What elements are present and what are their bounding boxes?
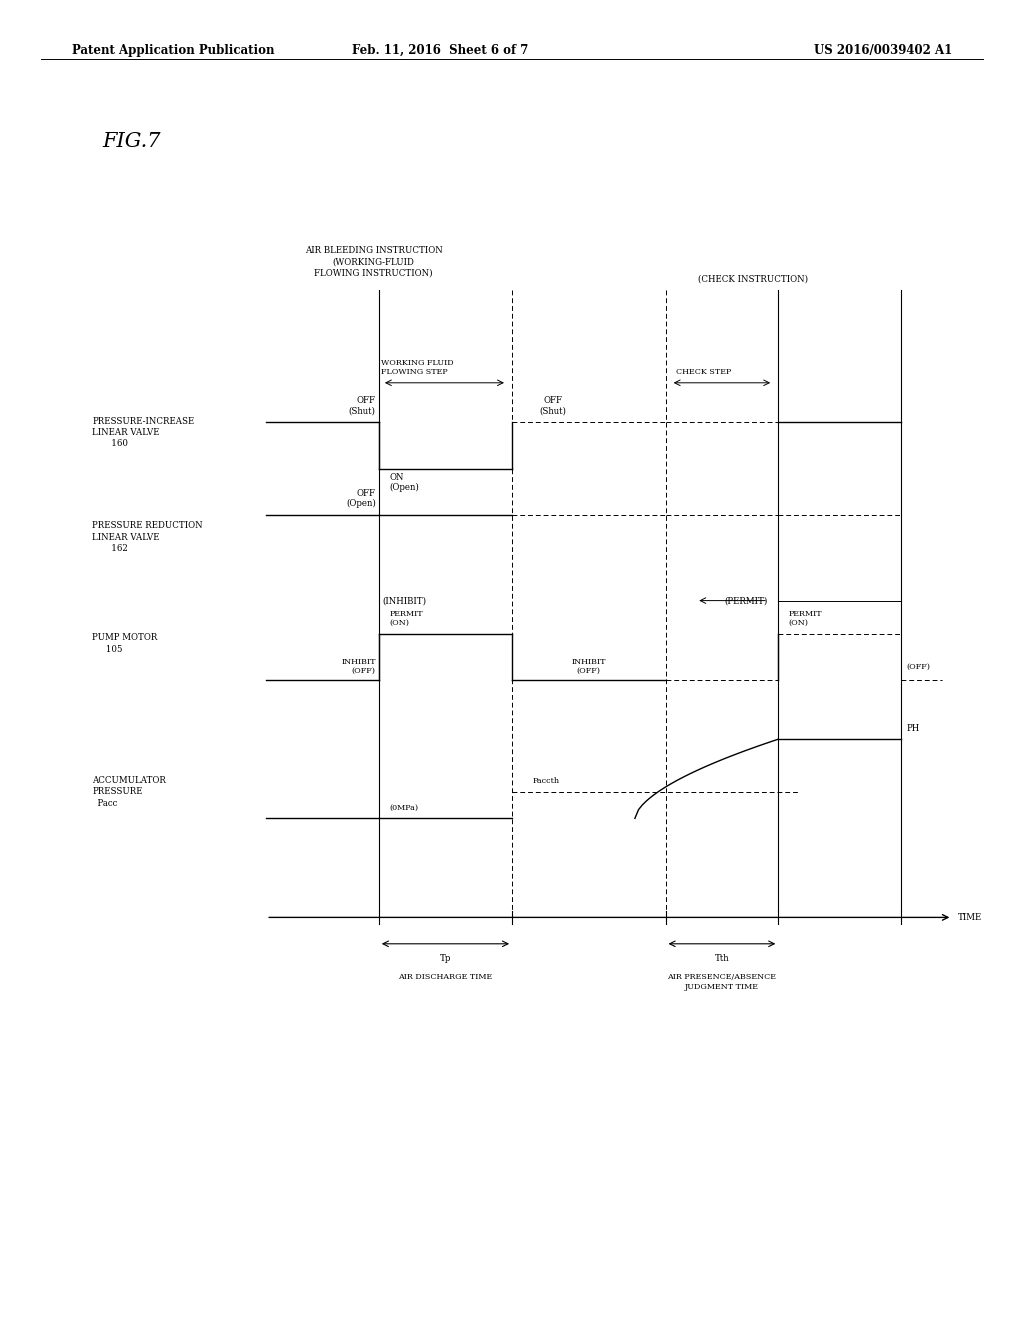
Text: (CHECK INSTRUCTION): (CHECK INSTRUCTION) [697, 275, 808, 284]
Text: PRESSURE-INCREASE
LINEAR VALVE
       160: PRESSURE-INCREASE LINEAR VALVE 160 [92, 417, 195, 447]
Text: OFF
(Open): OFF (Open) [346, 488, 376, 508]
Text: PERMIT
(ON): PERMIT (ON) [389, 610, 423, 627]
Text: AIR PRESENCE/ABSENCE
JUDGMENT TIME: AIR PRESENCE/ABSENCE JUDGMENT TIME [668, 973, 776, 990]
Text: Paccth: Paccth [532, 777, 559, 785]
Text: INHIBIT
(OFF): INHIBIT (OFF) [341, 657, 376, 676]
Text: (PERMIT): (PERMIT) [725, 597, 768, 605]
Text: Tp: Tp [439, 954, 452, 964]
Text: CHECK STEP: CHECK STEP [676, 368, 731, 376]
Text: PH: PH [906, 723, 920, 733]
Text: (0MPa): (0MPa) [389, 804, 418, 812]
Text: INHIBIT
(OFF): INHIBIT (OFF) [571, 657, 606, 676]
Text: Patent Application Publication: Patent Application Publication [72, 44, 274, 57]
Text: ACCUMULATOR
PRESSURE
  Pacc: ACCUMULATOR PRESSURE Pacc [92, 776, 166, 808]
Text: PRESSURE REDUCTION
LINEAR VALVE
       162: PRESSURE REDUCTION LINEAR VALVE 162 [92, 521, 203, 553]
Text: FIG.7: FIG.7 [102, 132, 161, 150]
Text: Feb. 11, 2016  Sheet 6 of 7: Feb. 11, 2016 Sheet 6 of 7 [352, 44, 528, 57]
Text: WORKING FLUID
FLOWING STEP: WORKING FLUID FLOWING STEP [381, 359, 454, 376]
Text: Tth: Tth [715, 954, 729, 964]
Text: US 2016/0039402 A1: US 2016/0039402 A1 [814, 44, 952, 57]
Text: ON
(Open): ON (Open) [389, 473, 419, 492]
Text: OFF
(Shut): OFF (Shut) [540, 396, 566, 416]
Text: PUMP MOTOR
     105: PUMP MOTOR 105 [92, 634, 158, 653]
Text: PERMIT
(ON): PERMIT (ON) [788, 610, 822, 627]
Text: (OFF): (OFF) [906, 663, 930, 671]
Text: TIME: TIME [957, 913, 982, 921]
Text: AIR DISCHARGE TIME: AIR DISCHARGE TIME [398, 973, 493, 981]
Text: OFF
(Shut): OFF (Shut) [349, 396, 376, 416]
Text: AIR BLEEDING INSTRUCTION
(WORKING-FLUID
FLOWING INSTRUCTION): AIR BLEEDING INSTRUCTION (WORKING-FLUID … [305, 246, 442, 277]
Text: (INHIBIT): (INHIBIT) [382, 597, 426, 605]
